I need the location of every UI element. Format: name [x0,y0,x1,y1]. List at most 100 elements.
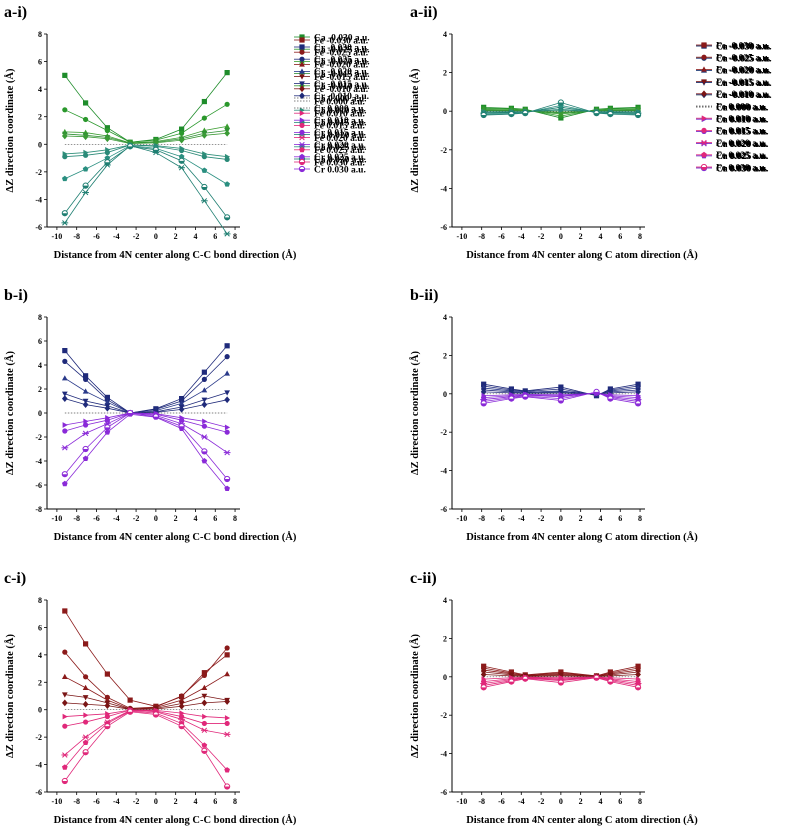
series-line [64,145,228,235]
x-tick-label: -10 [52,232,63,241]
y-tick-label: 0 [38,140,42,149]
x-tick-label: -8 [478,797,485,806]
y-axis-title: ΔZ direction coordinate (Å) [4,634,16,758]
data-point [82,133,89,141]
legend-marker [299,44,305,50]
legend-label: Ca -0.010 a.u. [314,82,370,92]
data-point [82,189,89,196]
data-point-stroke [224,231,230,237]
data-point [200,198,208,204]
legend-label: Ca 0.015 a.u. [716,128,769,138]
x-axis-title: Distance from 4N center along C atom dir… [466,531,698,543]
data-point [82,684,89,690]
legend-entry: Fe 0.020 a.u. [696,139,767,149]
legend-label: Ca 0.000 a.u. [716,103,769,113]
data-point [557,679,564,686]
data-point-fill [593,677,600,681]
legend-label: Fe -0.015 a.u. [716,78,770,88]
panel-c-ii: c-ii) -10 -8 -6 -4 -2 0 2 4 6 8 -6 -4 -2 0 2 4 Distance f… [409,41,770,826]
data-point-fill [607,681,613,685]
x-tick-label: -8 [478,514,485,523]
legend-marker [299,129,305,135]
data-point-fill [607,114,613,117]
data-point [61,391,68,397]
x-tick-label: 0 [559,797,563,806]
series-line [64,709,228,727]
panel-label: a-i) [4,4,27,21]
data-point [480,684,487,691]
data-point [201,387,208,393]
data-point [179,417,185,423]
panel-b-i: b-i) -10 -8 -6 -4 -2 0 2 4 6 8 -8 -6 -4 -2 0 2 4 6 8 Distanc… [4,43,369,543]
legend-label: Cr -0.020 a.u. [314,68,369,78]
data-point [62,649,68,655]
legend-entry: Fe -0.020 a.u. [696,66,770,76]
data-point [201,98,207,105]
legend-label: Fe -0.030 a.u. [314,36,368,46]
data-point-stroke [62,220,68,226]
y-tick-label: -4 [35,195,42,204]
legend-label: Fe 0.025 a.u. [716,151,767,161]
data-point [152,146,159,153]
y-tick-label: 2 [443,69,447,78]
data-point [480,111,487,119]
legend-label: Fe -0.020 a.u. [314,61,368,71]
data-point [61,395,68,402]
data-point-fill [635,687,641,690]
data-point [201,401,208,408]
data-point [62,348,68,354]
data-point [201,670,207,676]
legend-label: Cr -0.025 a.u. [314,56,369,66]
data-point-fill [153,416,159,420]
series-line [64,610,228,707]
data-point [635,671,641,678]
legend-label: Cr 0.020 a.u. [716,140,768,150]
series-line [64,144,228,160]
legend-label: Fe 0.030 a.u. [716,163,767,173]
x-tick-label: 2 [174,514,178,523]
data-point [224,720,230,727]
x-tick-label: 0 [154,232,158,241]
data-point [82,401,89,408]
data-point [224,698,230,705]
data-point-fill [224,217,230,220]
x-tick-label: 8 [233,232,237,241]
data-point [607,395,614,402]
y-tick-label: -2 [35,168,42,177]
data-point [82,739,89,746]
data-point [82,455,89,462]
data-point [104,399,111,405]
y-tick-label: -2 [440,711,447,720]
legend-label: Cr 0.025 a.u. [716,152,768,162]
legend-label: Fe 0.015 a.u. [716,127,767,137]
x-tick-label: 4 [598,797,602,806]
data-point [593,674,600,681]
data-point [82,166,89,172]
legend-entry: Fe 0.030 a.u. [696,163,767,173]
legend-label: Fe -0.020 a.u. [716,66,770,76]
y-tick-label: 4 [443,313,447,322]
legend-entry: Fe 0.000 a.u. [294,97,365,107]
legend-label: Fe -0.030 a.u. [716,41,770,51]
data-point [223,731,231,738]
data-point-fill [508,398,514,402]
data-point [82,700,89,708]
legend-marker-stroke [299,141,305,148]
data-point-fill [558,682,564,686]
data-point [178,702,185,710]
y-tick-label: 0 [38,706,42,715]
y-tick-label: 2 [443,351,447,360]
series-line [64,412,228,480]
data-point [224,783,231,790]
series-line [64,413,228,489]
y-tick-label: 4 [38,361,42,370]
data-point [83,152,89,158]
y-tick-label: -6 [35,481,42,490]
legend: Fe -0.030 a.u. Fe -0.025 a.u. Fe -0.020 a.… [294,36,368,168]
y-tick-label: 2 [443,634,447,643]
y-tick-label: -4 [440,467,447,476]
x-tick-label: -6 [498,232,505,241]
data-point [61,210,68,217]
data-point [62,72,68,78]
x-tick-label: 8 [233,514,237,523]
